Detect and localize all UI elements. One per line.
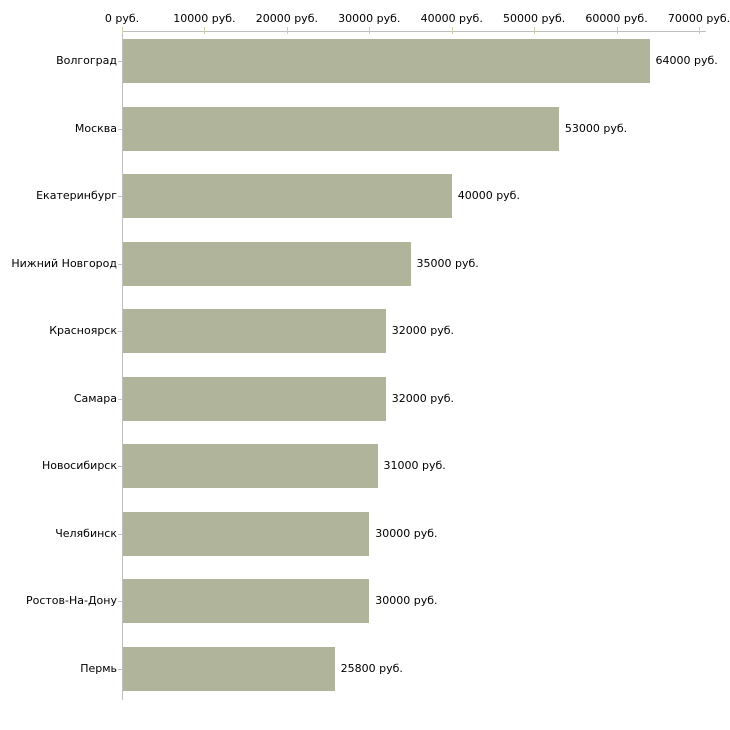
bar (123, 174, 452, 218)
x-axis-tick (451, 27, 453, 34)
category-label: Пермь (80, 661, 117, 675)
value-label: 32000 руб. (391, 324, 455, 337)
x-axis-tick-label: 60000 руб. (585, 12, 648, 25)
category-tick (118, 61, 122, 62)
x-axis-tick (616, 27, 618, 34)
bar (123, 579, 370, 623)
x-axis-tick-label: 40000 руб. (420, 12, 483, 25)
category-tick (118, 196, 122, 197)
bar (123, 241, 411, 286)
bar (123, 309, 386, 353)
bar (123, 444, 378, 488)
x-axis-tick (204, 27, 206, 34)
category-tick (118, 331, 122, 332)
category-label: Ростов-На-Дону (25, 594, 117, 607)
category-tick (118, 398, 122, 400)
x-axis-tick (122, 27, 123, 34)
value-label: 35000 руб. (416, 256, 479, 270)
category-tick (118, 263, 122, 265)
category-label: Екатеринбург (36, 189, 117, 202)
bar (123, 106, 559, 151)
x-axis-tick-label: 70000 руб. (667, 12, 730, 25)
x-axis-line (122, 31, 706, 32)
x-axis-tick (369, 27, 371, 34)
category-label: Красноярск (49, 324, 117, 337)
bar (123, 39, 650, 83)
category-tick (118, 601, 122, 602)
category-tick (118, 466, 122, 467)
y-axis-line (122, 31, 123, 700)
x-axis-tick-label: 20000 руб. (255, 12, 318, 25)
value-label: 31000 руб. (383, 459, 446, 472)
category-label: Новосибирск (41, 459, 117, 472)
x-axis-tick (286, 27, 288, 34)
category-tick (118, 533, 122, 535)
value-label: 32000 руб. (391, 391, 455, 405)
category-label: Москва (74, 121, 117, 135)
bar (123, 646, 335, 691)
category-tick (118, 128, 122, 130)
x-axis-tick-label: 0 руб. (104, 12, 140, 25)
value-label: 30000 руб. (375, 526, 438, 540)
x-axis-tick-label: 30000 руб. (338, 12, 401, 25)
bar (123, 511, 370, 556)
value-label: 40000 руб. (457, 189, 520, 202)
value-label: 53000 руб. (564, 121, 628, 135)
x-axis-tick-label: 50000 руб. (503, 12, 566, 25)
category-tick (118, 668, 122, 670)
value-label: 25800 руб. (340, 661, 403, 675)
x-axis-tick (534, 27, 536, 34)
x-axis-tick-label: 10000 руб. (173, 12, 236, 25)
bar (123, 376, 386, 421)
category-label: Челябинск (55, 526, 117, 540)
category-label: Волгоград (56, 54, 117, 67)
value-label: 30000 руб. (375, 594, 438, 607)
value-label: 64000 руб. (655, 54, 718, 67)
category-label: Нижний Новгород (11, 256, 117, 270)
x-axis-tick (699, 27, 700, 34)
category-label: Самара (73, 391, 117, 405)
